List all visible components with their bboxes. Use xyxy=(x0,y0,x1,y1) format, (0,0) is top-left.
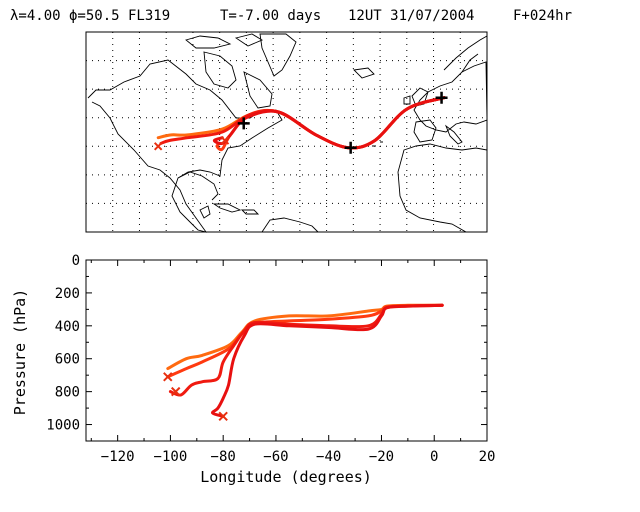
pressure-panel: −120 −100 −80 −60 −40 −20 0 2002004006008001000… xyxy=(11,253,495,486)
day-marker xyxy=(344,141,357,154)
x-tick-label: −120 xyxy=(101,449,135,465)
coast-labrador xyxy=(243,71,273,109)
map-trajectories xyxy=(156,96,446,152)
map-frame xyxy=(85,31,488,233)
pressure-start-marker xyxy=(163,372,173,382)
x-tick-label: −60 xyxy=(263,449,288,465)
coast-scandinavia xyxy=(443,35,488,73)
plot-start-markers xyxy=(163,372,228,422)
coast-europe xyxy=(413,61,488,133)
day-marker xyxy=(237,117,250,130)
coast-yucatan xyxy=(199,205,211,219)
x-tick-label: 20 xyxy=(479,449,496,465)
plot-frame xyxy=(85,259,488,442)
coast-hudson-bay xyxy=(203,51,237,89)
pressure-start-marker xyxy=(170,386,181,397)
y-tick-label: 400 xyxy=(55,319,80,335)
x-tick-label: −20 xyxy=(369,449,394,465)
coast-azores xyxy=(372,141,383,147)
y-axis-label: Pressure (hPa) xyxy=(11,289,29,415)
coast-north-america xyxy=(87,59,283,233)
coast-iberia xyxy=(413,119,437,143)
day-marker xyxy=(435,91,448,104)
x-tick-label: −100 xyxy=(154,449,188,465)
y-tick-label: 800 xyxy=(55,385,80,401)
map-panel xyxy=(85,31,488,233)
start-marker xyxy=(220,136,230,145)
start-marker xyxy=(153,142,163,151)
coast-hispaniola xyxy=(240,209,260,215)
y-tick-label: 200 xyxy=(55,286,80,302)
x-tick-label: −80 xyxy=(211,449,236,465)
map-markers xyxy=(153,91,448,154)
pressure-start-marker xyxy=(218,411,228,422)
map-coastlines xyxy=(87,33,488,233)
header-time-offset: T=-7.00 days xyxy=(220,8,321,24)
header: λ=4.00 ϕ=50.5 FL319 T=-7.00 days 12UT 31… xyxy=(10,8,572,24)
y-tick-label: 1000 xyxy=(46,418,80,434)
map-trajectory-line xyxy=(212,96,446,150)
x-tick-label: 0 xyxy=(430,449,438,465)
coast-italy xyxy=(444,124,463,145)
map-grid xyxy=(86,32,487,232)
coast-iceland xyxy=(353,67,375,79)
y-tick-label: 600 xyxy=(55,352,80,368)
pressure-trajectory-line xyxy=(211,303,444,418)
plot-trajectories xyxy=(166,303,444,418)
coast-south-america xyxy=(261,217,319,233)
y-tick-label: 0 xyxy=(72,253,80,269)
map-trajectory-line xyxy=(159,96,446,150)
header-forecast: F+024hr xyxy=(513,8,572,24)
header-params: λ=4.00 ϕ=50.5 FL319 xyxy=(10,8,170,24)
coast-gulf xyxy=(177,171,219,201)
coast-greenland xyxy=(259,33,297,77)
x-axis-label: Longitude (degrees) xyxy=(200,468,372,486)
map-trajectory-line xyxy=(156,96,446,150)
coast-arctic-islands xyxy=(185,33,263,49)
coast-africa xyxy=(397,143,488,233)
coast-cuba xyxy=(212,203,242,213)
x-tick-label: −40 xyxy=(316,449,341,465)
header-valid-time: 12UT 31/07/2004 xyxy=(348,8,474,24)
